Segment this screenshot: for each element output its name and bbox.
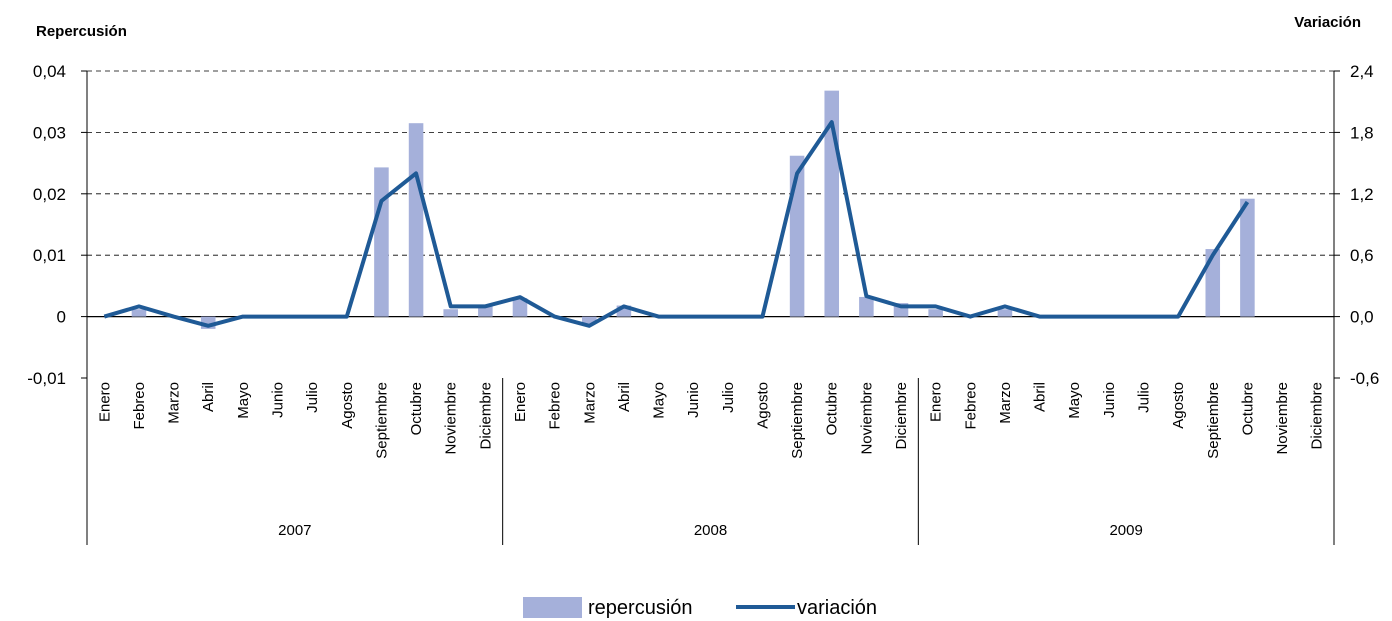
bar xyxy=(616,305,632,317)
month-label: Agosto xyxy=(1170,382,1187,429)
month-label: Noviembre xyxy=(443,382,460,455)
month-label: Junio xyxy=(685,382,702,418)
month-label: Noviembre xyxy=(858,382,875,455)
month-label: Enero xyxy=(96,382,113,422)
month-label: Septiembre xyxy=(1205,382,1222,459)
month-label: Julio xyxy=(1136,382,1153,413)
year-label: 2008 xyxy=(694,522,727,539)
right-tick-label: 0,0 xyxy=(1350,308,1374,327)
month-label: Abril xyxy=(200,382,217,412)
month-label: Septiembre xyxy=(789,382,806,459)
bar xyxy=(997,309,1013,317)
month-label: Febreo xyxy=(547,382,564,430)
bar xyxy=(1205,249,1221,317)
month-label: Abril xyxy=(616,382,633,412)
month-label: Septiembre xyxy=(373,382,390,459)
bar xyxy=(374,167,389,317)
legend-label-repercusion: repercusión xyxy=(588,597,693,619)
legend-label-variacion: variación xyxy=(797,597,877,619)
month-label: Julio xyxy=(720,382,737,413)
bar xyxy=(443,309,458,317)
line-series xyxy=(103,120,1250,328)
legend-bar-swatch xyxy=(523,597,582,618)
month-label: Agosto xyxy=(339,382,356,429)
legend: repercusión variación xyxy=(523,597,877,619)
bar xyxy=(859,296,874,317)
month-label: Agosto xyxy=(755,382,772,429)
right-tick-label: 1,2 xyxy=(1350,185,1374,204)
variation-line xyxy=(103,120,1250,328)
year-label: 2007 xyxy=(278,522,311,539)
month-label: Octubre xyxy=(408,382,425,435)
right-tick-labels: 2,4 1,8 1,2 0,6 0,0 -0,6 xyxy=(1350,62,1379,388)
year-label: 2009 xyxy=(1109,522,1142,539)
category-axis: Enero Febreo Marzo Abril Mayo Junio Julio Agost… xyxy=(86,378,1335,545)
month-label: Abril xyxy=(1032,382,1049,412)
month-label: Diciembre xyxy=(1309,382,1326,450)
right-axis-title: Variación xyxy=(1294,14,1361,31)
bar xyxy=(131,309,147,317)
gridlines xyxy=(81,70,1340,379)
left-tick-label: 0,02 xyxy=(33,185,66,204)
bar xyxy=(1240,198,1255,317)
left-tick-label: 0,01 xyxy=(33,246,66,265)
month-label: Junio xyxy=(1101,382,1118,418)
month-label: Enero xyxy=(928,382,945,422)
bar xyxy=(408,123,424,317)
month-label: Junio xyxy=(270,382,287,418)
bar xyxy=(512,298,528,317)
month-label: Febreo xyxy=(962,382,979,430)
left-axis-title: Repercusión xyxy=(36,23,127,40)
month-label: Febreo xyxy=(131,382,148,430)
left-tick-labels: 0,04 0,03 0,02 0,01 0 -0,01 xyxy=(27,62,66,388)
month-label: Octubre xyxy=(1239,382,1256,435)
left-tick-label: 0 xyxy=(57,308,66,327)
month-label: Mayo xyxy=(235,382,252,419)
bar xyxy=(581,316,597,324)
right-tick-label: 2,4 xyxy=(1350,62,1374,81)
month-label: Mayo xyxy=(651,382,668,419)
bar xyxy=(928,309,943,317)
month-label: Marzo xyxy=(166,382,183,424)
bar-series xyxy=(131,90,1255,329)
right-tick-label: -0,6 xyxy=(1350,369,1379,388)
right-tick-label: 0,6 xyxy=(1350,246,1374,265)
month-label: Diciembre xyxy=(477,382,494,450)
left-tick-label: 0,04 xyxy=(33,62,66,81)
bar xyxy=(478,305,493,317)
left-tick-label: 0,03 xyxy=(33,123,66,142)
month-label: Enero xyxy=(512,382,529,422)
left-tick-label: -0,01 xyxy=(27,369,66,388)
month-label: Diciembre xyxy=(893,382,910,450)
month-label: Mayo xyxy=(1066,382,1083,419)
right-tick-label: 1,8 xyxy=(1350,123,1374,142)
month-label: Noviembre xyxy=(1274,382,1291,455)
month-label: Marzo xyxy=(997,382,1014,424)
month-label: Julio xyxy=(304,382,321,413)
month-label: Octubre xyxy=(824,382,841,435)
month-label: Marzo xyxy=(581,382,598,424)
